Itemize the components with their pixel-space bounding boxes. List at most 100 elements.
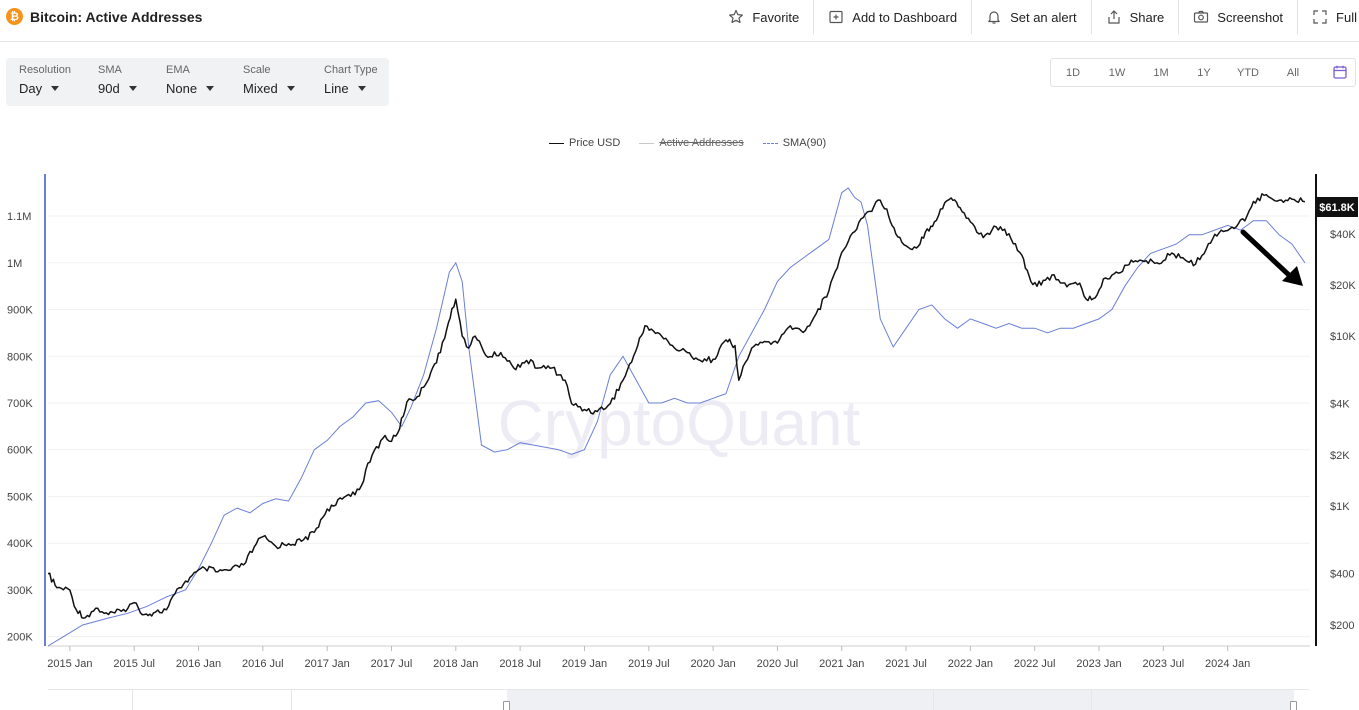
sma-select[interactable]: SMA 90d: [85, 58, 153, 106]
range-button-1m[interactable]: 1M: [1153, 66, 1169, 79]
set-alert-button[interactable]: Set an alert: [971, 0, 1091, 34]
left-axis-tick-label: 800K: [7, 351, 33, 363]
x-axis-tick-label: 2016 Jan: [176, 658, 221, 670]
x-axis-tick-label: 2015 Jan: [47, 658, 92, 670]
bell-icon: [988, 11, 1000, 24]
gridlines: [48, 215, 1310, 638]
right-axis-tick-label: $1K: [1330, 501, 1350, 513]
watermark: CryptoQuant: [498, 387, 861, 459]
left-axis-tick-label: 600K: [7, 445, 33, 457]
legend-item-sma[interactable]: SMA(90): [762, 137, 827, 149]
chart-type-value: Line: [324, 81, 349, 96]
left-axis-tick-label: 1.1M: [7, 211, 31, 223]
range-button-1w[interactable]: 1W: [1108, 66, 1126, 79]
chart-type-label: Chart Type: [324, 64, 378, 76]
screenshot-button[interactable]: Screenshot: [1178, 0, 1297, 34]
left-axis-tick-label: 1M: [7, 258, 22, 270]
x-axis-tick-label: 2020 Jan: [690, 658, 735, 670]
ema-select[interactable]: EMA None: [153, 58, 230, 106]
ema-label: EMA: [166, 64, 190, 76]
chevron-down-icon: [206, 86, 215, 91]
resolution-value: Day: [19, 81, 43, 96]
chevron-down-icon: [51, 86, 60, 91]
fullscreen-label: Full: [1336, 9, 1357, 25]
chart-title-group: ₿ Bitcoin: Active Addresses: [6, 8, 202, 25]
legend-label-price: Price USD: [569, 137, 621, 149]
x-axis-tick-label: 2019 Jan: [562, 658, 607, 670]
resolution-label: Resolution: [19, 64, 71, 76]
x-axis-tick-label: 2023 Jul: [1143, 658, 1185, 670]
fullscreen-icon: [1313, 10, 1327, 24]
sma-value: 90d: [98, 81, 120, 96]
right-axis-tick-label: $20K: [1330, 280, 1356, 292]
navigator-divider: [132, 690, 133, 710]
chart-type-select[interactable]: Chart Type Line: [311, 58, 389, 106]
navigator-right-handle[interactable]: [1290, 701, 1297, 710]
left-axis-tick-label: 700K: [7, 398, 33, 410]
trend-arrow: [1240, 229, 1303, 286]
add-to-dashboard-button[interactable]: Add to Dashboard: [813, 0, 971, 34]
resolution-select[interactable]: Resolution Day: [6, 58, 85, 106]
left-axis-tick-label: 900K: [7, 305, 33, 317]
left-axis-tick-label: 300K: [7, 585, 33, 597]
x-axis-tick-label: 2022 Jul: [1014, 658, 1056, 670]
chevron-down-icon: [128, 86, 137, 91]
x-axis-tick-label: 2022 Jan: [948, 658, 993, 670]
share-button[interactable]: Share: [1090, 0, 1179, 34]
header-bar: ₿ Bitcoin: Active Addresses Favorite Add…: [0, 0, 1359, 42]
x-axis-ticks: 2015 Jan 2015 Jul 2016 Jan 2016 Jul 2017 Jan…: [47, 645, 1310, 670]
x-axis-tick-label: 2018 Jan: [433, 658, 478, 670]
x-axis-tick-label: 2016 Jul: [242, 658, 284, 670]
chevron-down-icon: [286, 86, 295, 91]
x-axis-tick-label: 2017 Jul: [371, 658, 413, 670]
legend-item-price[interactable]: Price USD: [549, 137, 620, 149]
x-axis-tick-label: 2018 Jul: [499, 658, 541, 670]
right-axis-tick-label: $400: [1330, 569, 1354, 581]
sma-series-line: [47, 187, 1306, 647]
x-axis-tick-label: 2020 Jul: [757, 658, 799, 670]
right-axis-ticks: $200 $400 $1K $2K $4K $10K $20K $40K: [1330, 229, 1356, 632]
chart-settings-toolbar: Resolution Day SMA 90d EMA None Scale Mi…: [6, 58, 389, 106]
legend-label-sma: SMA(90): [782, 137, 827, 149]
add-dashboard-icon: [829, 10, 843, 24]
range-navigator[interactable]: [48, 689, 1309, 710]
favorite-button[interactable]: Favorite: [714, 0, 813, 34]
scale-value: Mixed: [243, 81, 278, 96]
chart-canvas[interactable]: CryptoQuant 200K 300K 400K 500K 600K 700K 800K…: [0, 160, 1359, 688]
navigator-divider: [933, 690, 934, 710]
legend-swatch-sma: [762, 142, 778, 144]
legend-label-active: Active Addresses: [659, 137, 744, 149]
left-axis-tick-label: 200K: [7, 632, 33, 644]
share-label: Share: [1129, 9, 1165, 25]
right-axis-tick-label: $10K: [1330, 331, 1356, 343]
x-axis-tick-label: 2023 Jan: [1076, 658, 1121, 670]
left-axis-ticks: 200K 300K 400K 500K 600K 700K 800K 900K 1M 1.1M: [7, 211, 33, 644]
range-button-1d[interactable]: 1D: [1065, 66, 1081, 79]
navigator-selection[interactable]: [507, 690, 1294, 710]
right-axis-tick-label: $200: [1330, 620, 1354, 632]
sma-label: SMA: [98, 64, 122, 76]
range-button-all[interactable]: All: [1286, 66, 1300, 79]
page-title: Bitcoin: Active Addresses: [30, 8, 203, 25]
navigator-left-handle[interactable]: [503, 701, 510, 710]
time-range-selector: 1D 1W 1M 1Y YTD All: [1050, 58, 1356, 87]
header-actions: Favorite Add to Dashboard Set an alert S…: [714, 0, 1359, 34]
chevron-down-icon: [357, 86, 366, 91]
range-button-ytd[interactable]: YTD: [1237, 66, 1259, 79]
x-axis-tick-label: 2024 Jan: [1205, 658, 1250, 670]
legend-item-active-addresses[interactable]: Active Addresses: [639, 137, 744, 149]
x-axis-tick-label: 2017 Jan: [305, 658, 350, 670]
current-price-label: $61.8K: [1319, 202, 1355, 214]
fullscreen-button[interactable]: Full: [1297, 0, 1359, 34]
bitcoin-icon: ₿: [6, 8, 23, 25]
right-axis-tick-label: $2K: [1330, 450, 1350, 462]
scale-select[interactable]: Scale Mixed: [230, 58, 311, 106]
x-axis-tick-label: 2015 Jul: [113, 658, 155, 670]
range-button-1y[interactable]: 1Y: [1197, 66, 1211, 79]
legend-swatch-active: [639, 142, 655, 144]
calendar-icon[interactable]: [1333, 65, 1347, 79]
x-axis-tick-label: 2021 Jul: [885, 658, 927, 670]
left-axis-tick-label: 500K: [7, 491, 33, 503]
navigator-divider: [291, 690, 292, 710]
left-axis-tick-label: 400K: [7, 538, 33, 550]
